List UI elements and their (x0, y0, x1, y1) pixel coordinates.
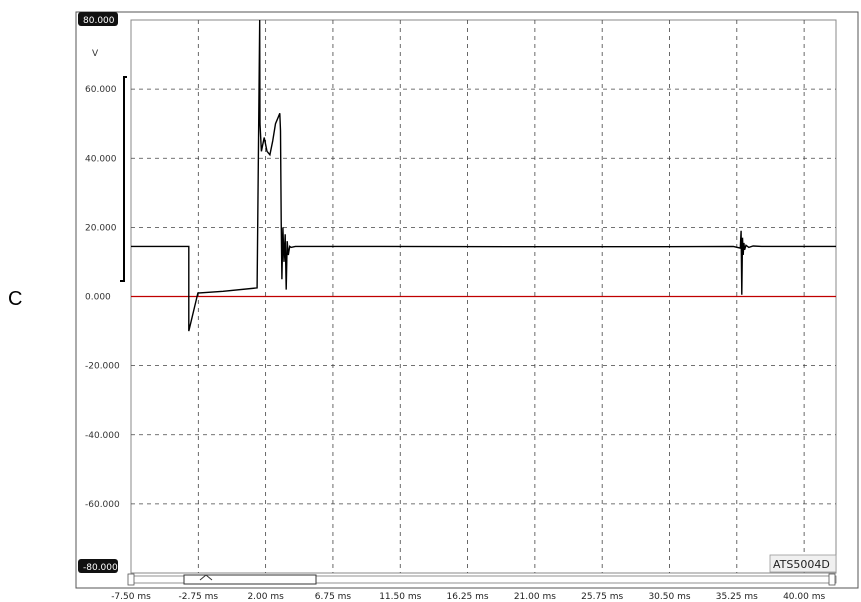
trace-line (131, 19, 836, 332)
y-tick-label: -40.000 (85, 431, 120, 441)
x-tick-label: -2.75 ms (179, 592, 219, 602)
x-tick-label: 35.25 ms (716, 592, 758, 602)
y-tick-label: 40.000 (85, 154, 117, 164)
traces (131, 19, 836, 332)
time-zoom-window[interactable] (183, 574, 317, 585)
x-axis-labels: -7.50 ms -2.75 ms 2.00 ms 6.75 ms 11.50 ms 16… (111, 592, 825, 602)
trigger-marker-icon[interactable] (199, 574, 213, 581)
y-tick-label: -80.000 (83, 563, 118, 573)
x-tick-label: 30.50 ms (648, 592, 690, 602)
instrument-badge (769, 554, 837, 573)
y-tick-label: 0.000 (85, 293, 111, 303)
x-tick-label: 25.75 ms (581, 592, 623, 602)
x-tick-label: 16.25 ms (447, 592, 489, 602)
x-tick-label: 21.00 ms (514, 592, 556, 602)
range-bracket (120, 76, 127, 282)
y-tick-label: 60.000 (85, 85, 117, 95)
y-axis-labels: 80.000 60.000 40.000 20.000 0.000 -20.000 -40.… (78, 12, 120, 573)
x-tick-label: 2.00 ms (247, 592, 284, 602)
x-tick-label: 40.00 ms (783, 592, 825, 602)
time-scrollbar-left-handle[interactable] (127, 573, 135, 586)
y-limit-badge (78, 559, 118, 573)
instrument-label: ATS5004D (773, 558, 830, 571)
x-tick-label: 11.50 ms (379, 592, 421, 602)
panel-label: C (8, 288, 23, 310)
y-limit-badge (78, 12, 118, 26)
y-tick-label: -60.000 (85, 500, 120, 510)
x-tick-label: -7.50 ms (111, 592, 151, 602)
time-scrollbar-right-handle[interactable] (828, 573, 836, 586)
y-unit-label: V (92, 49, 99, 59)
x-tick-label: 6.75 ms (315, 592, 352, 602)
y-tick-label: -20.000 (85, 362, 120, 372)
y-tick-label: 80.000 (83, 16, 115, 26)
y-tick-label: 20.000 (85, 223, 117, 233)
